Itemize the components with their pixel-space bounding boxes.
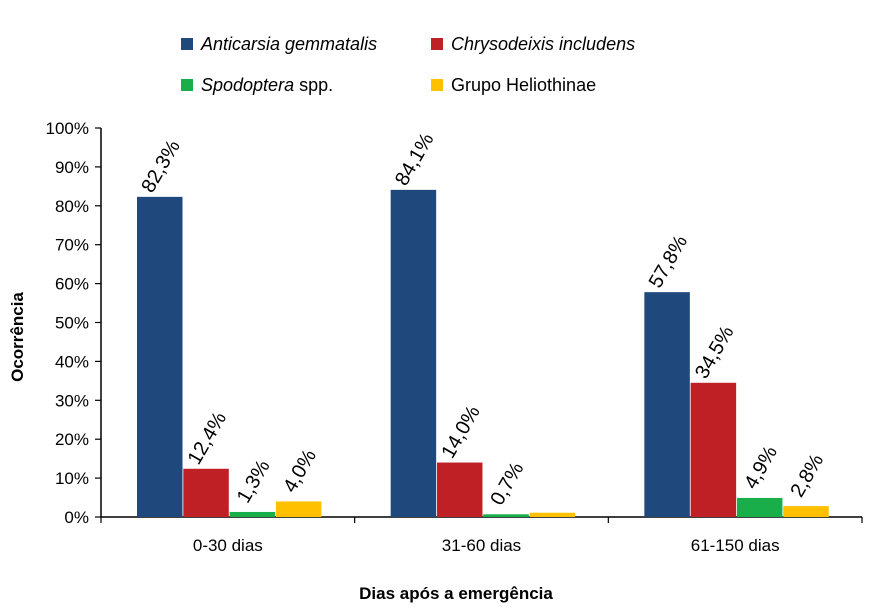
data-label: 82,3% <box>137 136 185 196</box>
data-label: 34,5% <box>691 322 739 382</box>
y-tick-label: 70% <box>55 236 89 255</box>
y-tick-label: 10% <box>55 469 89 488</box>
y-tick-label: 90% <box>55 158 89 177</box>
data-label: 1,3% <box>233 456 275 507</box>
bar <box>644 292 690 517</box>
legend-item: Chrysodeixis includens <box>431 34 635 54</box>
y-axis: 0% 10% 20% 30% 40% 50% 60% 70% 80% 90% 100% <box>46 119 102 527</box>
y-tick-label: 20% <box>55 430 89 449</box>
bar <box>275 501 322 517</box>
data-label: 14,0% <box>437 402 485 462</box>
legend-item: Grupo Heliothinae <box>431 75 596 95</box>
legend-label: Anticarsia gemmatalis <box>200 34 377 54</box>
data-label: 2,8% <box>786 450 828 501</box>
y-tick-label: 80% <box>55 197 89 216</box>
bar <box>390 189 437 517</box>
bar <box>183 468 229 517</box>
x-tick-label: 31-60 dias <box>442 536 521 555</box>
x-axis: 0-30 dias 31-60 dias 61-150 dias <box>100 516 863 555</box>
bars <box>137 189 829 517</box>
legend: Anticarsia gemmatalis Chrysodeixis includ… <box>181 34 635 95</box>
legend-item: Spodoptera spp. <box>181 75 333 95</box>
legend-label: Chrysodeixis includens <box>451 34 635 54</box>
bar <box>529 512 576 517</box>
y-tick-label: 0% <box>64 508 89 527</box>
x-tick-label: 61-150 dias <box>691 536 780 555</box>
legend-swatch <box>181 79 193 91</box>
y-tick-label: 60% <box>55 275 89 294</box>
legend-label: Spodoptera spp. <box>201 75 333 95</box>
data-label: 4,9% <box>740 442 782 493</box>
bar <box>736 497 783 517</box>
bar <box>483 514 529 517</box>
x-tick-label: 0-30 dias <box>193 536 263 555</box>
bar <box>690 382 737 517</box>
data-label: 0,7% <box>486 458 528 509</box>
y-tick-label: 40% <box>55 352 89 371</box>
bar <box>436 462 483 517</box>
bar <box>783 506 829 517</box>
y-tick-label: 30% <box>55 391 89 410</box>
bar <box>229 511 276 517</box>
data-label: 84,1% <box>391 129 439 189</box>
legend-item: Anticarsia gemmatalis <box>181 34 377 54</box>
data-label: 4,0% <box>279 446 321 497</box>
legend-swatch <box>181 38 193 50</box>
y-axis-title: Ocorrência <box>8 292 27 382</box>
y-tick-label: 100% <box>46 119 89 138</box>
data-label: 57,8% <box>645 232 693 292</box>
legend-swatch <box>431 38 443 50</box>
legend-swatch <box>431 79 443 91</box>
data-label: 12,4% <box>184 408 232 468</box>
legend-label: Grupo Heliothinae <box>451 75 596 95</box>
bar <box>137 196 183 517</box>
x-axis-title: Dias após a emergência <box>359 584 553 603</box>
y-tick-label: 50% <box>55 314 89 333</box>
